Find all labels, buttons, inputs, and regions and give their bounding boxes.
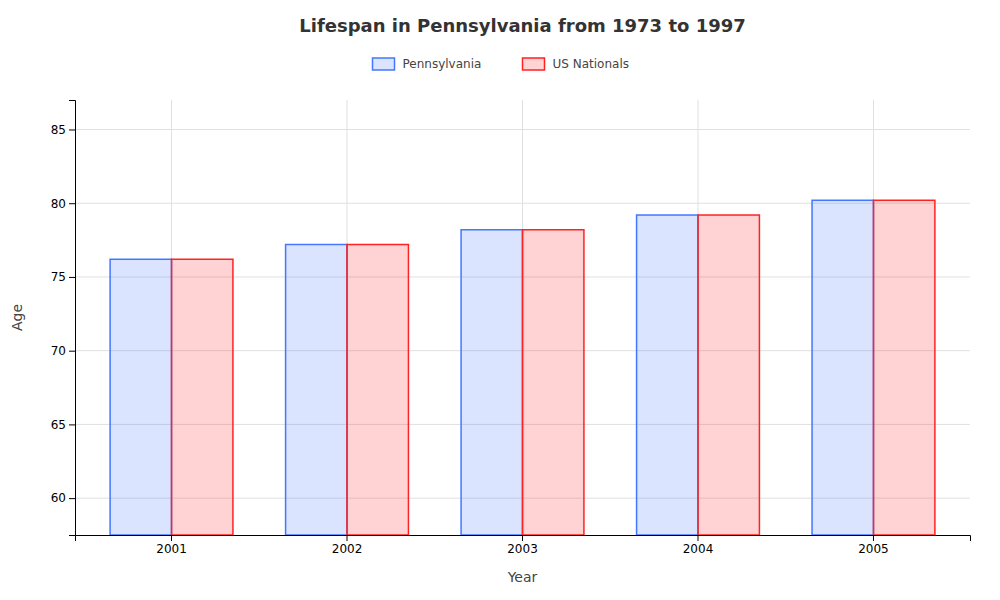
- y-tick: 75: [51, 270, 75, 284]
- x-tick-mark: [171, 535, 172, 541]
- y-axis: 60 65 70 75 80 85: [51, 101, 76, 536]
- chart-title: Lifespan in Pennsylvania from 1973 to 19…: [299, 15, 745, 36]
- x-tick-label: 2005: [858, 542, 889, 556]
- x-axis-line: [76, 536, 971, 542]
- y-tick-label: 75: [51, 270, 66, 284]
- x-tick: 2004: [683, 535, 714, 556]
- x-tick-label: 2001: [156, 542, 187, 556]
- x-tick-label: 2004: [683, 542, 714, 556]
- chart-svg: 2001 2002 2003 2004 2005 60 65 70 75 80 85 Lifespan…: [0, 0, 1000, 600]
- legend-swatch: [373, 58, 395, 70]
- bar: [523, 230, 584, 535]
- y-tick: 70: [51, 344, 75, 358]
- x-tick-mark: [522, 535, 523, 541]
- x-tick-label: 2003: [507, 542, 538, 556]
- x-axis: 2001 2002 2003 2004 2005: [76, 535, 971, 556]
- bar: [110, 259, 171, 535]
- bar: [698, 215, 759, 535]
- legend-item: Pennsylvania: [373, 57, 482, 71]
- legend-label: Pennsylvania: [403, 57, 482, 71]
- bar: [172, 259, 233, 535]
- x-tick: 2003: [507, 535, 538, 556]
- grid: [75, 100, 970, 535]
- legend-item: US Nationals: [523, 57, 629, 71]
- y-tick: 80: [51, 197, 75, 211]
- y-tick-label: 60: [51, 491, 66, 505]
- y-tick-mark: [69, 203, 75, 204]
- y-axis-line: [69, 101, 76, 536]
- y-tick-label: 85: [51, 123, 66, 137]
- y-tick: 65: [51, 418, 75, 432]
- bar: [873, 200, 934, 535]
- y-tick-label: 70: [51, 344, 66, 358]
- x-tick: 2002: [332, 535, 363, 556]
- y-tick-mark: [69, 498, 75, 499]
- x-tick-mark: [697, 535, 698, 541]
- bar: [286, 245, 347, 535]
- plot-area: 2001 2002 2003 2004 2005 60 65 70 75 80 85: [51, 100, 971, 556]
- x-tick: 2001: [156, 535, 187, 556]
- bar: [461, 230, 522, 535]
- y-tick: 60: [51, 491, 75, 505]
- bar: [637, 215, 698, 535]
- legend: Pennsylvania US Nationals: [373, 57, 629, 71]
- bar: [347, 245, 408, 535]
- x-axis-title: Year: [507, 569, 538, 585]
- y-axis-title: Age: [9, 304, 25, 331]
- y-tick-mark: [69, 351, 75, 352]
- x-tick-mark: [347, 535, 348, 541]
- bar: [812, 200, 873, 535]
- chart-container: 2001 2002 2003 2004 2005 60 65 70 75 80 85 Lifespan…: [0, 0, 1000, 600]
- bars: [110, 200, 935, 535]
- legend-label: US Nationals: [553, 57, 629, 71]
- bar-series: [172, 200, 935, 535]
- y-tick: 85: [51, 123, 75, 137]
- y-tick-mark: [69, 129, 75, 130]
- y-tick-mark: [69, 424, 75, 425]
- bar-series: [110, 200, 873, 535]
- legend-swatch: [523, 58, 545, 70]
- y-tick-label: 80: [51, 197, 66, 211]
- y-tick-mark: [69, 277, 75, 278]
- x-tick: 2005: [858, 535, 889, 556]
- x-tick-mark: [873, 535, 874, 541]
- y-tick-label: 65: [51, 418, 66, 432]
- x-tick-label: 2002: [332, 542, 363, 556]
